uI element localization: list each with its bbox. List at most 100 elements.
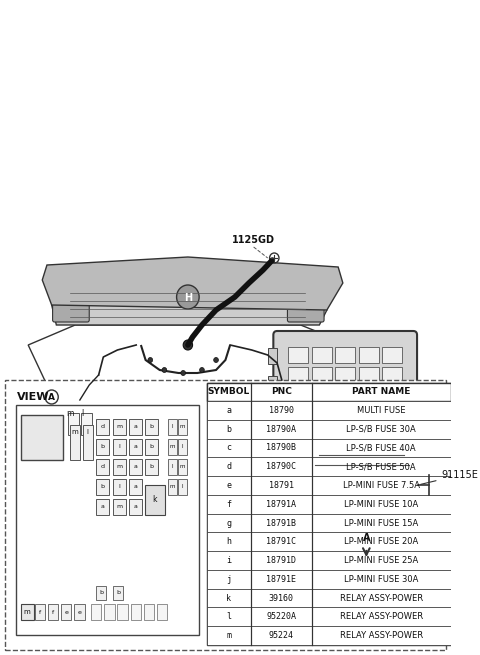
Bar bbox=[129, 479, 142, 495]
Bar bbox=[96, 419, 109, 435]
Text: 18790C: 18790C bbox=[266, 462, 296, 471]
Text: 18791E: 18791E bbox=[266, 575, 296, 584]
Text: 39160: 39160 bbox=[269, 593, 294, 603]
Bar bbox=[144, 485, 165, 515]
Text: m: m bbox=[116, 464, 122, 470]
Bar bbox=[207, 401, 451, 420]
Text: LP-S/B FUSE 50A: LP-S/B FUSE 50A bbox=[347, 462, 416, 471]
Bar bbox=[168, 419, 177, 435]
Text: LP-MINI FUSE 20A: LP-MINI FUSE 20A bbox=[344, 537, 419, 546]
Text: PART NAME: PART NAME bbox=[352, 388, 410, 396]
Text: MULTI FUSE: MULTI FUSE bbox=[357, 406, 406, 415]
Bar bbox=[207, 570, 451, 589]
Text: g: g bbox=[226, 519, 231, 527]
Bar bbox=[359, 347, 379, 363]
Text: RELAY ASSY-POWER: RELAY ASSY-POWER bbox=[340, 612, 423, 622]
Text: LP-MINI FUSE 25A: LP-MINI FUSE 25A bbox=[344, 556, 419, 565]
Bar bbox=[113, 586, 123, 600]
Bar bbox=[113, 499, 126, 515]
FancyBboxPatch shape bbox=[307, 442, 416, 528]
Bar bbox=[113, 439, 126, 455]
Text: d: d bbox=[100, 424, 104, 430]
Text: H: H bbox=[184, 293, 192, 303]
Circle shape bbox=[183, 340, 192, 350]
Bar bbox=[96, 459, 109, 475]
Text: f: f bbox=[226, 500, 231, 509]
Bar bbox=[61, 604, 72, 620]
Text: l: l bbox=[119, 445, 120, 449]
Bar bbox=[113, 479, 126, 495]
Bar bbox=[129, 419, 142, 435]
Text: a: a bbox=[133, 424, 137, 430]
Bar bbox=[21, 415, 63, 460]
Bar bbox=[118, 604, 128, 620]
Bar bbox=[113, 419, 126, 435]
Text: b: b bbox=[100, 485, 104, 489]
Text: l: l bbox=[182, 445, 183, 449]
Polygon shape bbox=[52, 277, 327, 325]
Bar bbox=[336, 367, 355, 383]
Text: m: m bbox=[72, 429, 78, 435]
Bar bbox=[207, 476, 451, 495]
Text: m: m bbox=[180, 424, 185, 430]
Bar bbox=[179, 479, 187, 495]
Bar bbox=[207, 457, 451, 476]
Text: m: m bbox=[24, 609, 31, 615]
Bar bbox=[157, 604, 167, 620]
Bar bbox=[207, 551, 451, 570]
Bar bbox=[129, 499, 142, 515]
Text: l: l bbox=[87, 429, 89, 435]
FancyBboxPatch shape bbox=[53, 300, 89, 322]
Text: b: b bbox=[116, 591, 120, 595]
Bar bbox=[312, 387, 332, 403]
Bar bbox=[268, 376, 277, 392]
Bar bbox=[179, 459, 187, 475]
Bar bbox=[131, 604, 141, 620]
FancyBboxPatch shape bbox=[5, 380, 446, 650]
Text: d: d bbox=[100, 464, 104, 470]
Text: 18791: 18791 bbox=[269, 481, 294, 490]
Bar bbox=[91, 604, 101, 620]
Text: l: l bbox=[119, 485, 120, 489]
Bar bbox=[144, 419, 158, 435]
Text: l: l bbox=[226, 612, 231, 622]
Bar bbox=[382, 347, 402, 363]
Circle shape bbox=[162, 367, 167, 373]
Bar bbox=[382, 387, 402, 403]
Bar bbox=[359, 407, 379, 423]
Bar bbox=[207, 420, 451, 439]
Text: m: m bbox=[116, 424, 122, 430]
Text: e: e bbox=[226, 481, 231, 490]
Text: LP-S/B FUSE 30A: LP-S/B FUSE 30A bbox=[347, 424, 416, 434]
Text: m: m bbox=[169, 445, 175, 449]
Bar bbox=[83, 425, 93, 460]
Bar bbox=[288, 347, 308, 363]
Text: 18790B: 18790B bbox=[266, 443, 296, 453]
Text: e: e bbox=[77, 610, 81, 614]
Text: a: a bbox=[133, 504, 137, 510]
Bar bbox=[312, 407, 332, 423]
Bar bbox=[16, 405, 199, 635]
Bar bbox=[96, 586, 106, 600]
Text: PNC: PNC bbox=[271, 388, 291, 396]
Text: 18790: 18790 bbox=[269, 406, 294, 415]
FancyBboxPatch shape bbox=[273, 331, 417, 439]
Text: b: b bbox=[99, 591, 103, 595]
Bar bbox=[288, 367, 308, 383]
Text: l: l bbox=[82, 409, 84, 417]
Text: b: b bbox=[100, 445, 104, 449]
Bar bbox=[168, 459, 177, 475]
Text: m: m bbox=[226, 631, 231, 640]
Bar bbox=[104, 604, 115, 620]
Bar bbox=[336, 387, 355, 403]
Bar bbox=[207, 383, 451, 401]
Text: b: b bbox=[149, 464, 153, 470]
Text: b: b bbox=[149, 445, 153, 449]
Bar bbox=[207, 383, 451, 645]
Bar bbox=[48, 604, 58, 620]
Circle shape bbox=[200, 367, 204, 373]
Text: 1125GD: 1125GD bbox=[232, 235, 275, 245]
Text: A: A bbox=[48, 392, 55, 402]
Text: j: j bbox=[226, 575, 231, 584]
Bar bbox=[207, 626, 451, 645]
